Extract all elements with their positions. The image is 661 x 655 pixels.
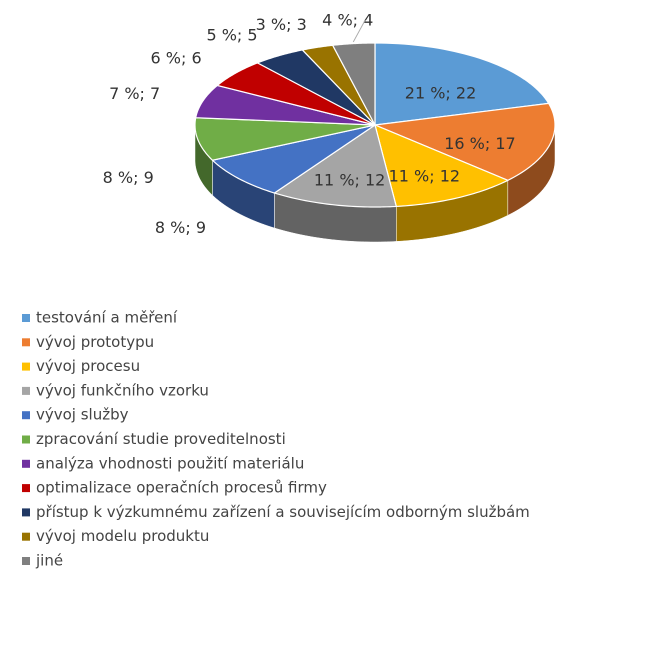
slice xyxy=(374,123,510,208)
legend-swatch xyxy=(22,435,30,444)
legend-label: testování a měření xyxy=(36,309,178,327)
data-label: 6 %; 6 xyxy=(151,48,202,67)
legend-label: vývoj služby xyxy=(36,406,129,424)
legend-label: přístup k výzkumnému zařízení a souvisej… xyxy=(36,503,530,521)
slice xyxy=(301,44,376,126)
leader-line xyxy=(352,19,366,43)
legend-swatch xyxy=(22,338,30,347)
legend-label: analýza vhodnosti použití materiálu xyxy=(36,454,304,472)
legend-label: optimalizace operačních procesů firmy xyxy=(36,479,327,497)
slice xyxy=(372,102,556,182)
slice xyxy=(216,62,376,126)
legend-swatch xyxy=(22,386,30,395)
legend-swatch xyxy=(22,459,30,468)
slice xyxy=(194,84,376,126)
legend-swatch xyxy=(22,411,30,420)
data-label: 7 %; 7 xyxy=(109,84,160,103)
slice xyxy=(374,42,550,126)
data-label: 4 %; 4 xyxy=(322,10,373,29)
slice xyxy=(273,124,398,208)
legend-label: vývoj funkčního vzorku xyxy=(36,381,209,399)
slice xyxy=(331,42,376,126)
data-label: 16 %; 17 xyxy=(444,134,515,153)
data-label: 3 %; 3 xyxy=(256,15,307,34)
data-label: 21 %; 22 xyxy=(405,83,476,102)
legend-swatch xyxy=(22,557,30,565)
pie-sides xyxy=(194,124,556,243)
data-label: 11 %; 12 xyxy=(389,166,460,185)
legend-label: jiné xyxy=(35,552,63,570)
legend-label: vývoj prototypu xyxy=(36,333,154,351)
legend-swatch xyxy=(22,508,30,517)
data-label: 8 %; 9 xyxy=(155,218,206,237)
slice xyxy=(256,49,376,126)
pie-top xyxy=(194,42,556,208)
legend-label: zpracování studie proveditelnosti xyxy=(36,430,286,448)
slice xyxy=(211,124,376,194)
legend-label: vývoj procesu xyxy=(36,357,140,375)
legend-swatch xyxy=(22,484,30,493)
data-label: 11 %; 12 xyxy=(314,170,385,189)
slice xyxy=(194,117,376,161)
data-label: 5 %; 5 xyxy=(206,26,257,45)
legend-swatch xyxy=(22,314,30,322)
legend-swatch xyxy=(22,362,30,371)
data-label: 8 %; 9 xyxy=(103,168,154,187)
legend-label: vývoj modelu produktu xyxy=(36,527,209,545)
legend-swatch xyxy=(22,532,30,541)
